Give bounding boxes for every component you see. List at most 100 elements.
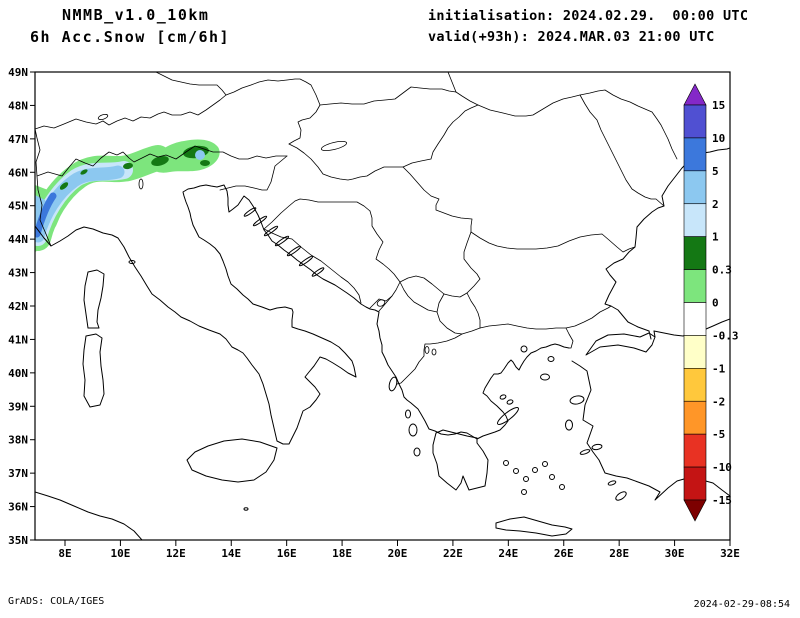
colorbar-segment	[683, 433, 707, 468]
colorbar-segment	[683, 302, 707, 336]
colorbar-segment	[683, 466, 707, 501]
island	[521, 489, 527, 495]
border-austria-hungary	[288, 104, 321, 145]
island	[565, 419, 573, 431]
y-tick-label: 35N	[8, 534, 28, 547]
field-name: 6h Acc.Snow [cm/6h]	[30, 28, 231, 46]
island	[542, 461, 548, 467]
border-dalmatia-inner	[263, 228, 362, 304]
colorbar-segment	[683, 269, 707, 303]
border-kosovo	[399, 275, 445, 313]
y-tick-label: 39N	[8, 400, 28, 413]
island	[523, 476, 529, 482]
colorbar-segment	[683, 335, 707, 369]
island	[252, 215, 268, 227]
y-axis: 49N 48N 47N 46N 45N 44N 43N 42N 41N 40N 39N 38N 37N 3…	[8, 66, 35, 547]
border-macedonia-albania-greece	[396, 327, 481, 385]
y-tick-label: 49N	[8, 66, 28, 79]
border-montenegro-albania	[378, 295, 393, 312]
x-tick-label: 16E	[277, 547, 297, 560]
island	[547, 356, 555, 362]
x-tick-label: 32E	[720, 547, 740, 560]
island	[615, 491, 627, 501]
coastline-corsica	[83, 269, 105, 329]
coastline-italy-balkans-greece	[35, 184, 570, 445]
colorbar-label: -2	[712, 395, 725, 408]
colorbar-label: -5	[712, 428, 725, 441]
x-tick-label: 30E	[665, 547, 685, 560]
island	[559, 484, 565, 490]
island	[532, 467, 538, 473]
lake-ohrid	[424, 346, 430, 354]
island	[520, 345, 528, 353]
x-tick-label: 8E	[58, 547, 71, 560]
border-central-europe-north	[35, 78, 321, 130]
border-slovakia	[319, 86, 479, 106]
grads-credit: GrADS: COLA/IGES	[8, 596, 105, 607]
colorbar-label: 5	[712, 165, 719, 178]
y-tick-label: 40N	[8, 367, 28, 380]
y-tick-label: 41N	[8, 333, 28, 346]
border-romania-moldova	[579, 94, 665, 207]
colorbar-label: -1	[712, 362, 726, 375]
island	[286, 245, 302, 257]
coastline-sardinia	[82, 333, 105, 408]
colorbar-label: -10	[712, 461, 732, 474]
border-macedonia-north	[443, 292, 468, 298]
island	[408, 423, 418, 437]
valid-time: valid(+93h): 2024.MAR.03 21:00 UTC	[428, 29, 715, 45]
y-tick-label: 42N	[8, 300, 28, 313]
init-time: initialisation: 2024.02.29. 00:00 UTC	[428, 8, 749, 24]
border-slovenia-croatia	[219, 155, 288, 191]
colorbar-label: -15	[712, 494, 732, 507]
border-macedonia-west	[436, 293, 463, 335]
island	[263, 225, 279, 237]
snow-dot-light-blue	[195, 150, 205, 160]
coastline-crete	[495, 516, 573, 537]
island	[569, 395, 585, 405]
colorbar-segment	[683, 368, 707, 402]
border-hungary-south	[288, 104, 479, 181]
x-tick-label: 24E	[498, 547, 518, 560]
map-content	[35, 72, 730, 540]
island	[413, 447, 421, 457]
island	[499, 394, 507, 400]
y-tick-label: 47N	[8, 133, 28, 146]
island	[540, 373, 550, 381]
border-switzerland-west	[35, 128, 41, 177]
x-tick-label: 20E	[388, 547, 408, 560]
island	[591, 443, 603, 451]
y-tick-label: 43N	[8, 267, 28, 280]
island	[497, 407, 519, 425]
coastline-north-africa	[35, 491, 143, 540]
lake-garda	[138, 178, 144, 190]
island	[243, 207, 257, 217]
island	[503, 460, 509, 466]
colorbar-label: 0.3	[712, 264, 732, 277]
snow-spot-dark-green	[200, 160, 210, 166]
y-tick-label: 46N	[8, 166, 28, 179]
snow-spot-dark-green	[151, 156, 169, 166]
border-serbia-bulgaria	[463, 231, 481, 329]
colorbar-label: 1	[712, 231, 719, 244]
x-tick-label: 28E	[609, 547, 629, 560]
border-germany-czech	[155, 72, 227, 96]
x-tick-label: 14E	[221, 547, 241, 560]
y-tick-label: 37N	[8, 467, 28, 480]
lake-constance	[97, 113, 109, 121]
country-borders	[35, 72, 678, 385]
island	[298, 255, 314, 267]
island	[506, 399, 514, 405]
coastline-sicily	[186, 438, 278, 483]
snow-spot-dark-green	[80, 169, 88, 175]
colorbar-arrow-bottom	[683, 499, 707, 522]
islands	[128, 207, 627, 511]
colorbar-label: 2	[712, 198, 719, 211]
x-tick-label: 10E	[110, 547, 130, 560]
y-tick-label: 45N	[8, 200, 28, 213]
island	[607, 480, 617, 486]
colorbar-segment	[683, 400, 707, 435]
colorbar: 15 10 5 2 1 0.3 0 -0.3 -1 -2 -5 -10 -15	[683, 83, 739, 522]
